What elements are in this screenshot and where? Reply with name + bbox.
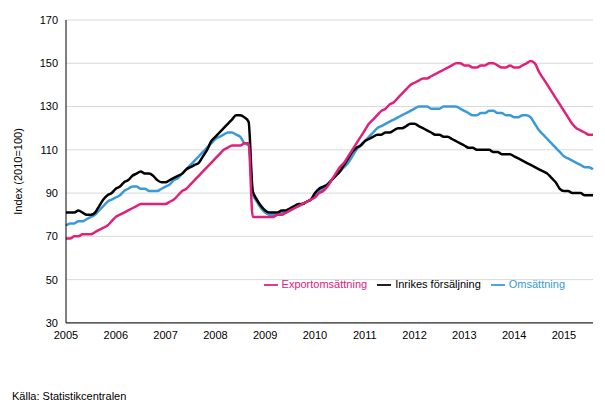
html-text:Källa: Statistikcentralen: Källa: Statistikcentralen <box>12 390 127 402</box>
svg-text:30: 30 <box>46 317 58 329</box>
svg-text:90: 90 <box>46 187 58 199</box>
svg-text:2008: 2008 <box>203 329 227 341</box>
svg-text:2005: 2005 <box>54 329 78 341</box>
html-text:Inrikes försäljning: Inrikes försäljning <box>395 278 481 290</box>
html-text:Exportomsättning: Exportomsättning <box>281 278 368 290</box>
svg-text:150: 150 <box>40 57 58 69</box>
svg-text:2012: 2012 <box>402 329 426 341</box>
svg-text:2014: 2014 <box>502 329 526 341</box>
svg-text:50: 50 <box>46 274 58 286</box>
svg-text:2006: 2006 <box>104 329 128 341</box>
svg-text:2015: 2015 <box>552 329 576 341</box>
svg-text:110: 110 <box>40 144 58 156</box>
svg-text:2007: 2007 <box>153 329 177 341</box>
svg-text:2013: 2013 <box>452 329 476 341</box>
svg-text:70: 70 <box>46 230 58 242</box>
svg-text:Index (2010=100): Index (2010=100) <box>12 128 24 215</box>
html-text:Omsättning: Omsättning <box>508 278 565 290</box>
svg-text:2011: 2011 <box>353 329 377 341</box>
svg-text:2009: 2009 <box>253 329 277 341</box>
svg-text:2010: 2010 <box>303 329 327 341</box>
svg-text:130: 130 <box>40 100 58 112</box>
svg-text:170: 170 <box>40 14 58 26</box>
